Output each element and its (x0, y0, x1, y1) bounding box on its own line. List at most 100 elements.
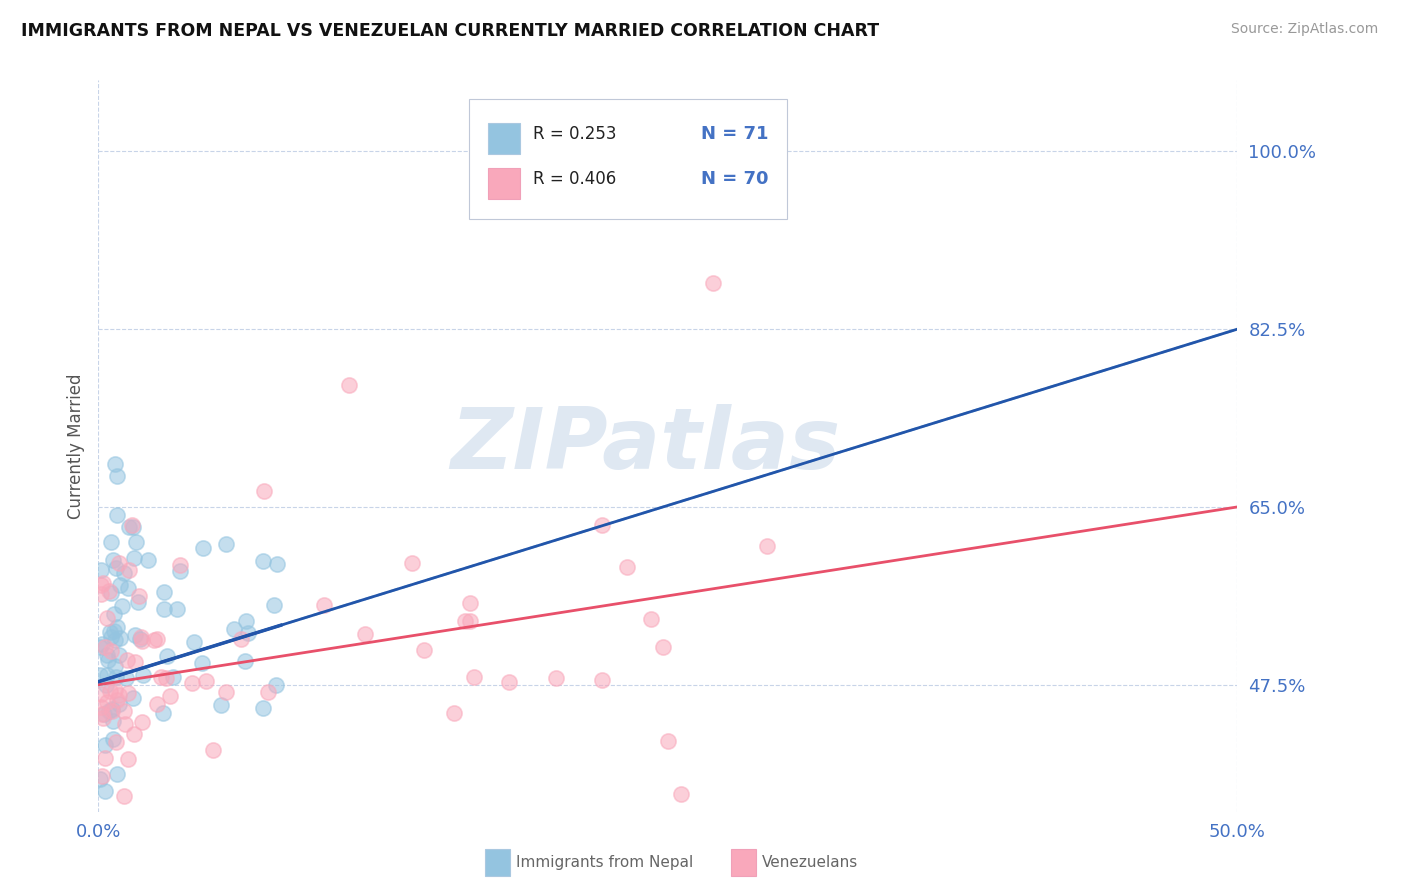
Point (104, 735, 127, 749)
Point (252, 484, 274, 499)
Point (93, 706, 115, 721)
Text: N = 71: N = 71 (700, 125, 768, 143)
Point (112, 789, 135, 804)
Point (143, 633, 166, 648)
Point (121, 517, 143, 532)
Point (209, 698, 232, 712)
Point (89, 640, 111, 654)
Point (94, 751, 117, 765)
Point (153, 585, 176, 599)
Point (460, 614, 482, 628)
Point (183, 635, 205, 649)
Point (128, 589, 150, 603)
Point (131, 634, 153, 648)
Point (122, 691, 145, 706)
Text: Venezuelans: Venezuelans (762, 855, 858, 870)
Text: IMMIGRANTS FROM NEPAL VS VENEZUELAN CURRENTLY MARRIED CORRELATION CHART: IMMIGRANTS FROM NEPAL VS VENEZUELAN CURR… (21, 22, 879, 40)
Point (91, 576, 114, 591)
Point (169, 558, 191, 572)
Point (98, 625, 121, 640)
Point (97, 583, 120, 598)
Point (105, 469, 128, 483)
Point (105, 620, 128, 634)
Point (105, 561, 128, 575)
Point (401, 556, 423, 570)
Point (90, 700, 112, 714)
Point (181, 676, 204, 690)
Point (252, 701, 274, 715)
Point (100, 644, 122, 658)
Point (312, 598, 335, 612)
Point (252, 554, 274, 568)
Point (153, 601, 176, 615)
Point (90, 687, 112, 701)
Point (108, 556, 131, 570)
Point (97, 653, 120, 667)
Point (236, 626, 259, 640)
Point (104, 633, 127, 648)
Point (257, 685, 280, 699)
Point (91, 710, 114, 724)
Point (111, 599, 134, 613)
Point (90, 706, 112, 721)
Point (100, 586, 122, 600)
Point (155, 671, 177, 685)
Point (124, 656, 146, 670)
Point (544, 671, 567, 685)
Point (103, 553, 125, 567)
Point (103, 607, 125, 621)
Point (90, 768, 112, 782)
Point (132, 667, 155, 681)
Point (98, 683, 121, 698)
Point (107, 648, 129, 663)
Point (136, 553, 159, 567)
Bar (731, 849, 756, 876)
Point (96, 611, 118, 625)
Point (121, 520, 143, 534)
Text: R = 0.253: R = 0.253 (533, 125, 617, 143)
Point (89, 772, 111, 786)
Point (101, 714, 124, 729)
Point (89, 667, 111, 681)
Point (263, 598, 285, 612)
Point (145, 632, 167, 646)
Point (105, 692, 128, 706)
Point (354, 627, 377, 641)
Point (702, 277, 724, 291)
Point (115, 653, 138, 667)
Point (96, 695, 118, 709)
Point (104, 659, 127, 673)
Point (105, 767, 128, 781)
Point (117, 752, 139, 766)
Point (104, 457, 127, 471)
Point (100, 631, 122, 645)
Point (146, 698, 169, 712)
Point (337, 378, 360, 392)
Point (640, 611, 662, 625)
Point (229, 632, 252, 646)
Point (127, 595, 149, 609)
Point (131, 714, 153, 729)
Point (162, 669, 184, 683)
Point (122, 727, 145, 741)
Point (101, 704, 124, 718)
FancyBboxPatch shape (468, 99, 787, 219)
Point (101, 731, 124, 746)
Point (90, 578, 112, 592)
Point (122, 551, 145, 566)
Point (97, 704, 120, 718)
Point (117, 686, 139, 700)
Point (96, 648, 118, 663)
Y-axis label: Currently Married: Currently Married (66, 373, 84, 519)
Point (112, 704, 135, 718)
Point (149, 670, 172, 684)
Point (93, 784, 115, 798)
Point (117, 581, 139, 595)
Point (652, 640, 675, 654)
Point (100, 535, 122, 549)
FancyBboxPatch shape (488, 169, 520, 199)
Point (233, 654, 256, 668)
FancyBboxPatch shape (488, 123, 520, 153)
Point (235, 614, 257, 628)
Point (108, 688, 131, 702)
